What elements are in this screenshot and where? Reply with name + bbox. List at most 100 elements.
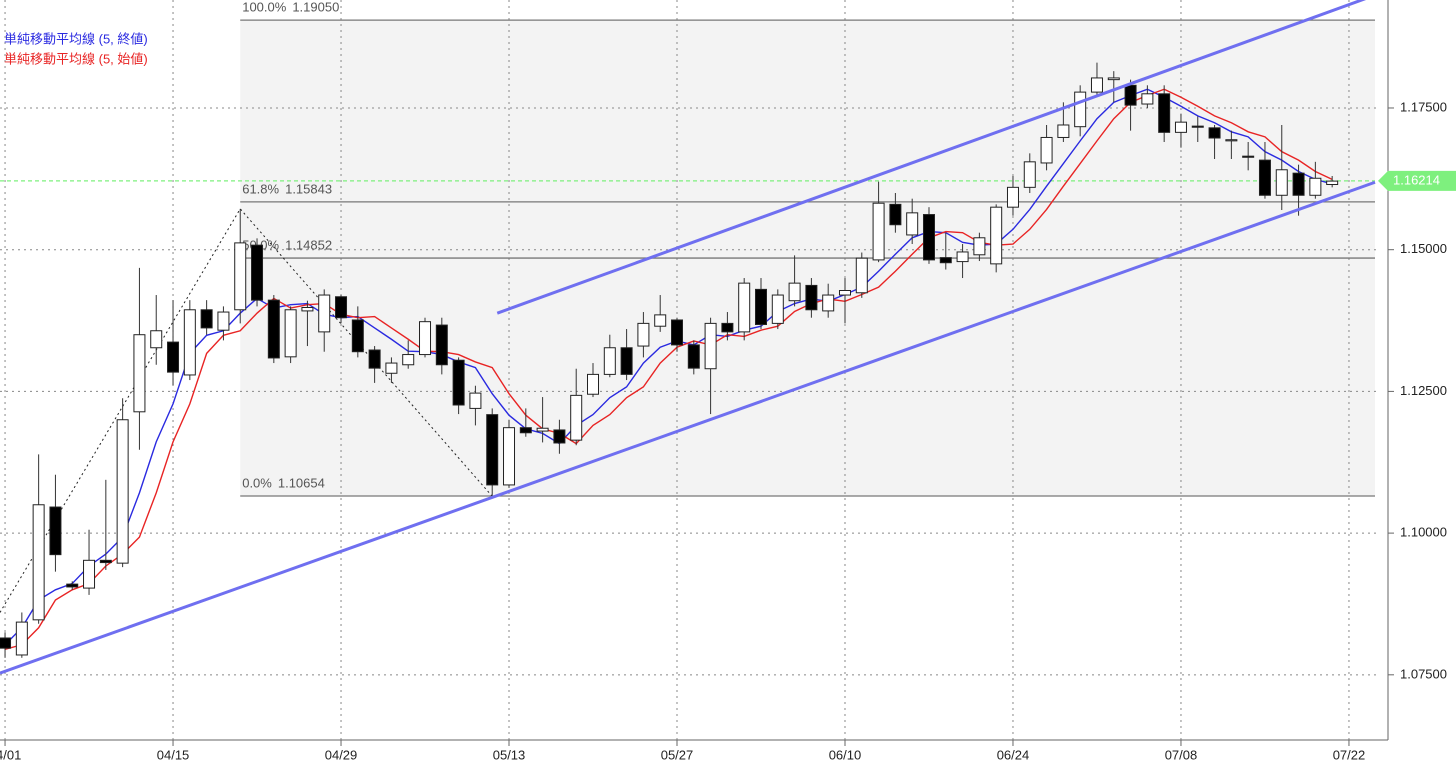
candle-body [889,203,902,226]
candle-body [1242,155,1255,158]
candle-body [318,294,331,333]
x-tick-label: 04/01 [0,747,21,762]
fib-price: 1.10654 [278,475,325,490]
candle-body [301,307,314,312]
candle-body [452,359,465,406]
candle-body [503,427,516,486]
candle-body [738,282,751,333]
candle-body [519,427,532,434]
x-tick-label: 06/10 [829,747,862,762]
candle-body [1174,121,1187,133]
legend-entry: 単純移動平均線 (5, 終値) [4,31,148,46]
candle-body [486,414,499,486]
candle-body [469,392,482,409]
candle-body [754,288,767,326]
x-tick-label: 06/24 [997,747,1030,762]
candle-body [721,322,734,333]
x-tick-label: 05/27 [661,747,694,762]
candle-body [1292,172,1305,196]
trendline [496,0,1367,315]
y-tick-label: 1.07500 [1400,666,1447,681]
candle-body [687,344,700,369]
fib-price: 1.15843 [285,181,332,196]
candle-body [855,257,868,294]
x-tick-label: 04/29 [325,747,358,762]
candle-body [956,251,969,263]
candle-body [922,214,935,261]
candle-body [1023,161,1036,188]
candle-body [1275,169,1288,196]
fib-price: 1.14852 [285,238,332,253]
candle-body [284,309,297,358]
fib-label: 61.8% [242,181,279,196]
candle-body [1124,84,1137,106]
candle-body [603,347,616,375]
candle-body [788,282,801,302]
candle-body [1326,180,1339,186]
candle-body [99,559,112,564]
y-tick-label: 1.15000 [1400,241,1447,256]
candle-body [217,311,230,331]
candle-body [335,296,348,319]
candle-body [1006,186,1019,208]
plot-area: 100.0%1.1905061.8%1.1584350.0%1.148520.0… [0,0,1378,740]
candle-body [167,341,180,373]
candle-body [385,362,398,374]
candle-body [49,506,62,556]
candle-body [1258,159,1271,196]
candle-body [1225,139,1238,142]
candle-body [32,504,45,621]
candle-body [704,322,717,370]
ma-line [4,88,1333,650]
zigzag-line [0,208,493,613]
candle-body [267,299,280,359]
candle-body [906,212,919,236]
candle-body [1191,125,1204,128]
candle-body [872,202,885,261]
candle-body [1208,127,1221,139]
fib-label: 0.0% [242,475,272,490]
y-tick-label: 1.17500 [1400,99,1447,114]
candle-body [771,294,784,324]
candle-body [620,347,633,375]
candle-body [15,621,28,656]
candle-body [973,237,986,256]
candle-body [1057,124,1070,138]
candle-body [654,314,667,327]
candle-body [116,419,129,564]
x-tick-label: 05/13 [493,747,526,762]
x-tick-label: 07/22 [1333,747,1366,762]
candle-body [0,637,12,649]
candle-body [1141,93,1154,105]
candle-body [1158,93,1171,133]
candle-body [805,284,818,311]
candle-body [419,321,432,356]
candle-body [1040,136,1053,164]
candle-body [234,242,247,311]
candle-body [251,244,264,301]
candle-body [200,309,213,329]
y-tick-label: 1.12500 [1400,383,1447,398]
candle-body [1074,91,1087,128]
candle-body [368,349,381,369]
candle-body [435,324,448,366]
candle-body [822,294,835,312]
candle-body [83,559,96,589]
fib-price: 1.19050 [292,0,339,15]
candle-body [990,206,1003,265]
candle-body [1107,77,1120,81]
legend-entry: 単純移動平均線 (5, 始値) [4,51,148,66]
candle-body [939,257,952,264]
candle-body [637,322,650,347]
candle-body [671,319,684,346]
candle-body [570,394,583,441]
candle-body [351,319,364,353]
candle-body [133,334,146,413]
candle-body [150,330,163,349]
y-tick-label: 1.10000 [1400,525,1447,540]
candle-body [553,429,566,444]
x-tick-label: 07/08 [1165,747,1198,762]
trendline [0,180,1376,675]
last-price-tag [1378,170,1456,191]
